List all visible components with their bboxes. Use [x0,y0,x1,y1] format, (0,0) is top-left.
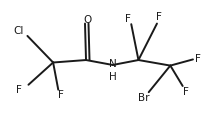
Text: F: F [124,14,130,24]
Text: Cl: Cl [14,26,24,36]
Text: F: F [58,90,64,100]
Text: Br: Br [137,93,149,103]
Text: O: O [83,15,91,25]
Text: F: F [16,85,22,95]
Text: N: N [108,59,116,69]
Text: F: F [156,12,162,22]
Text: H: H [108,72,116,82]
Text: F: F [194,54,199,64]
Text: F: F [182,87,188,97]
